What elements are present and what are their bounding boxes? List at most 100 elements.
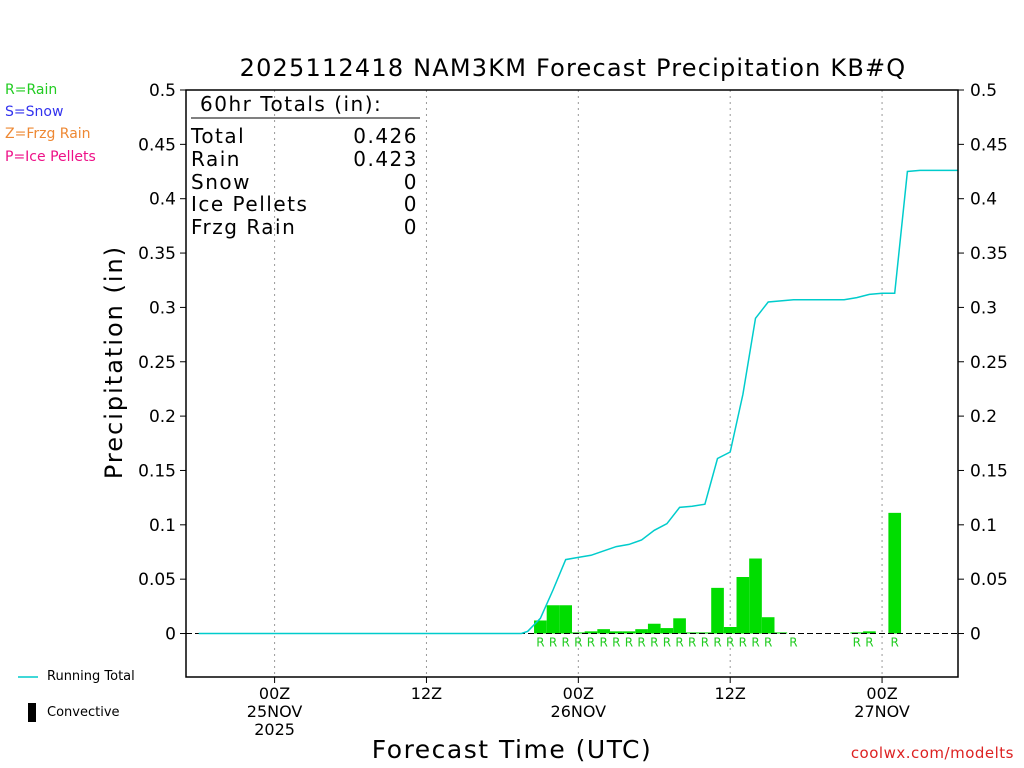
- precip-bar: [559, 605, 572, 634]
- ptype-letter: R: [751, 636, 759, 650]
- ptype-letter: R: [789, 636, 797, 650]
- ptype-letter: R: [650, 636, 658, 650]
- gridlines: [274, 90, 883, 677]
- x-axis-label: Forecast Time (UTC): [372, 735, 652, 764]
- precip-bar: [673, 618, 686, 634]
- ptype-letter: R: [891, 636, 899, 650]
- precip-bar: [622, 631, 636, 634]
- y-tick-label-right: 0.3: [970, 298, 997, 318]
- ptype-letter: R: [726, 636, 734, 650]
- y-tick-label-left: 0.4: [149, 190, 176, 210]
- x-tick-label: 00Z: [259, 684, 290, 703]
- precip-bar: [888, 512, 902, 634]
- y-tick-label-right: 0.35: [970, 244, 1008, 264]
- precip-bars: [534, 512, 902, 634]
- precip-bar: [597, 629, 610, 634]
- precip-bar: [736, 576, 750, 634]
- x-tick-label: 26NOV: [551, 702, 607, 721]
- precip-bar: [546, 605, 560, 634]
- precip-bar: [761, 617, 775, 634]
- precip-bar: [534, 620, 547, 634]
- totals-box: 60hr Totals (in): Total 0.426 Rain 0.423…: [190, 92, 420, 239]
- ptype-letter: R: [865, 636, 873, 650]
- precip-bar: [850, 632, 864, 634]
- y-tick-label-left: 0.45: [138, 135, 176, 155]
- y-tick-label-right: 0.4: [970, 190, 997, 210]
- ptype-letter: R: [599, 636, 607, 650]
- ptype-letter: R: [663, 636, 671, 650]
- totals-label-frzg-rain: Frzg Rain: [191, 215, 296, 239]
- y-tick-label-right: 0.15: [970, 461, 1008, 481]
- ptype-letter: R: [574, 636, 582, 650]
- totals-value-snow: 0: [404, 170, 418, 194]
- ptype-letter: R: [713, 636, 721, 650]
- y-tick-label-right: 0: [970, 625, 981, 645]
- site-credit: coolwx.com/modelts: [850, 744, 1014, 762]
- legend-snow: S=Snow: [5, 104, 64, 120]
- ptype-letter: R: [536, 636, 544, 650]
- ptype-letter: R: [562, 636, 570, 650]
- ptype-letter: R: [739, 636, 747, 650]
- convective-legend-swatch: [28, 703, 36, 722]
- precip-bar: [660, 628, 674, 634]
- y-tick-label-right: 0.5: [970, 81, 997, 101]
- legend-rain: R=Rain: [5, 82, 58, 98]
- x-tick-label: 27NOV: [854, 702, 910, 721]
- precip-bar: [572, 632, 585, 634]
- y-tick-label-left: 0.25: [138, 353, 176, 373]
- ptype-letter: R: [625, 636, 633, 650]
- precip-bar: [711, 587, 724, 634]
- totals-label-snow: Snow: [191, 170, 251, 194]
- ptype-letter: R: [612, 636, 620, 650]
- precip-bar: [635, 629, 648, 634]
- precip-bar: [584, 631, 598, 634]
- precip-bar: [698, 632, 712, 634]
- precip-bar: [647, 623, 661, 634]
- totals-value-frzg-rain: 0: [404, 215, 418, 239]
- x-tick-label: 2025: [254, 720, 295, 739]
- totals-value-ice-pellets: 0: [404, 192, 418, 216]
- precip-bar: [609, 631, 623, 634]
- y-tick-label-right: 0.1: [970, 516, 997, 536]
- ptype-letter: R: [675, 636, 683, 650]
- ptype-letter: R: [701, 636, 709, 650]
- y-tick-label-right: 0.2: [970, 407, 997, 427]
- precip-bar: [723, 626, 737, 634]
- ptype-letter: R: [587, 636, 595, 650]
- y-tick-label-right: 0.25: [970, 353, 1008, 373]
- running-total-legend-label: Running Total: [47, 669, 135, 684]
- y-tick-label-left: 0.5: [149, 81, 176, 101]
- totals-heading: 60hr Totals (in):: [200, 92, 382, 116]
- precip-bar: [749, 558, 762, 634]
- y-tick-label-left: 0.05: [138, 570, 176, 590]
- y-tick-label-left: 0.15: [138, 461, 176, 481]
- totals-value-total: 0.426: [353, 124, 418, 148]
- totals-label-ice-pellets: Ice Pellets: [191, 192, 308, 216]
- x-tick-label: 00Z: [563, 684, 594, 703]
- convective-legend-label: Convective: [47, 705, 120, 720]
- y-axis-ticks: 0 00.05 0.050.1 0.10.15 0.150.2 0.20.25 0.250.…: [138, 81, 1008, 645]
- x-tick-label: 12Z: [715, 684, 746, 703]
- y-tick-label-left: 0.2: [149, 407, 176, 427]
- y-tick-label-left: 0.1: [149, 516, 176, 536]
- ptype-letter: R: [637, 636, 645, 650]
- legend-frzg-rain: Z=Frzg Rain: [5, 126, 91, 142]
- precip-bar: [774, 632, 788, 634]
- chart-title: 2025112418 NAM3KM Forecast Precipitation…: [240, 54, 907, 82]
- legend-ice-pellets: P=Ice Pellets: [5, 149, 96, 165]
- ptype-letter: R: [549, 636, 557, 650]
- y-tick-label-right: 0.45: [970, 135, 1008, 155]
- totals-label-rain: Rain: [191, 147, 241, 171]
- ptype-letter: R: [688, 636, 696, 650]
- x-tick-label: 00Z: [866, 684, 897, 703]
- ptype-letter: R: [764, 636, 772, 650]
- plot-frame: [185, 89, 959, 678]
- x-tick-label: 12Z: [411, 684, 442, 703]
- y-tick-label-right: 0.05: [970, 570, 1008, 590]
- running-total-line: [198, 169, 958, 635]
- y-tick-label-left: 0.35: [138, 244, 176, 264]
- y-axis-label: Precipitation (in): [100, 245, 128, 479]
